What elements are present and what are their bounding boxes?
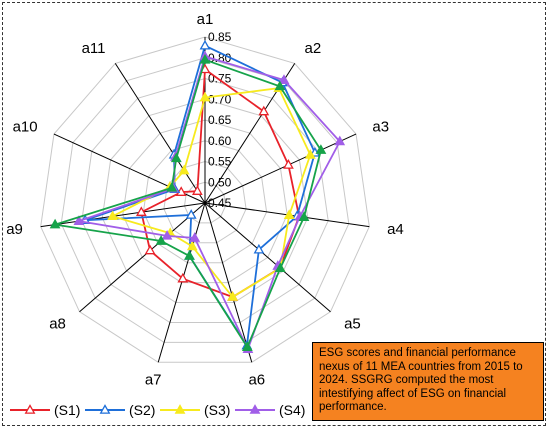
legend-item-1: (S1) (10, 402, 80, 418)
axis-label-a9: a9 (6, 221, 23, 238)
data-point (189, 232, 201, 242)
legend-marker (174, 404, 186, 414)
axis-label-a6: a6 (248, 372, 265, 389)
series-line (54, 58, 322, 350)
legend-item-4: (S4) (235, 402, 305, 418)
data-point (283, 209, 295, 219)
data-point (241, 341, 253, 351)
legend-marker (99, 404, 111, 414)
grid-ring (60, 57, 350, 343)
legend-label: (S1) (54, 402, 80, 418)
data-point (258, 105, 270, 116)
series-line (78, 55, 341, 352)
data-point (170, 152, 182, 163)
chart-frame (2, 2, 546, 426)
axis-spoke (157, 202, 206, 363)
data-point (184, 250, 195, 260)
axis-label-a2: a2 (305, 40, 322, 57)
data-point (186, 240, 198, 251)
axis-spoke (79, 202, 206, 313)
data-point (227, 291, 239, 301)
annotation-box: ESG scores and financial performance nex… (312, 342, 544, 421)
data-point (253, 243, 265, 254)
data-point (334, 135, 346, 146)
grid-ring (40, 36, 370, 363)
legend-marker (24, 404, 36, 414)
series-5 (49, 53, 327, 351)
data-point (166, 181, 178, 192)
data-point (191, 185, 203, 195)
legend-item-2: (S2) (85, 402, 155, 418)
data-point (49, 218, 61, 229)
tick-label: 0.50 (208, 175, 232, 189)
data-point (135, 206, 147, 216)
legend-label: (S3) (204, 402, 230, 418)
legend-marker (249, 404, 261, 414)
legend: (S1) (S2) (S3) (S4) (10, 402, 305, 418)
data-point (199, 39, 211, 50)
data-point (274, 262, 286, 273)
data-point (274, 80, 286, 91)
axis-label-a11: a11 (82, 40, 106, 57)
legend-label: (S4) (279, 402, 305, 418)
axis-spoke (204, 202, 331, 313)
axis-spoke (114, 63, 206, 204)
data-point (107, 210, 119, 221)
tick-label: 0.80 (208, 51, 232, 65)
axis-label-a1: a1 (197, 11, 214, 28)
data-point (73, 215, 85, 225)
data-point (304, 149, 316, 159)
series-layer (49, 39, 346, 353)
tick-label: 0.65 (208, 113, 232, 127)
data-point (199, 91, 211, 102)
radar-spokes (40, 37, 370, 363)
data-point (278, 74, 290, 84)
axis-spoke (204, 133, 357, 204)
axis-spoke (204, 202, 253, 363)
data-point (155, 235, 167, 245)
tick-label: 0.45 (208, 196, 232, 210)
axis-label-a8: a8 (49, 316, 66, 333)
data-point (177, 272, 189, 283)
data-point (178, 164, 190, 175)
grid-ring (183, 181, 227, 224)
data-point (199, 53, 211, 64)
axis-label-a3: a3 (372, 119, 389, 136)
grid-ring (122, 119, 288, 284)
legend-label: (S2) (129, 402, 155, 418)
data-point (298, 211, 310, 222)
radial-tick-labels: 0.450.500.550.600.650.700.750.800.85 (208, 30, 232, 210)
tick-label: 0.60 (208, 134, 232, 148)
grid-ring (101, 98, 309, 303)
axis-labels: a1 a2 a3 a4 a5 a6 a7 a8 a9 a10 a11 (6, 11, 404, 389)
data-point (161, 230, 173, 240)
tick-label: 0.85 (208, 30, 232, 44)
legend-item-3: (S3) (160, 402, 230, 418)
tick-label: 0.55 (208, 155, 232, 169)
data-point (315, 144, 327, 154)
axis-label-a4: a4 (387, 221, 404, 238)
data-point (283, 159, 294, 169)
data-point (185, 209, 197, 219)
axis-spoke (40, 202, 206, 228)
data-point (144, 244, 156, 255)
axis-label-a7: a7 (145, 372, 162, 389)
axis-label-a10: a10 (13, 119, 38, 136)
axis-label-a5: a5 (344, 316, 361, 333)
